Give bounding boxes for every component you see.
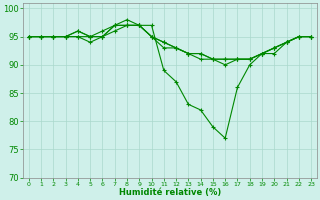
X-axis label: Humidité relative (%): Humidité relative (%) [119, 188, 221, 197]
